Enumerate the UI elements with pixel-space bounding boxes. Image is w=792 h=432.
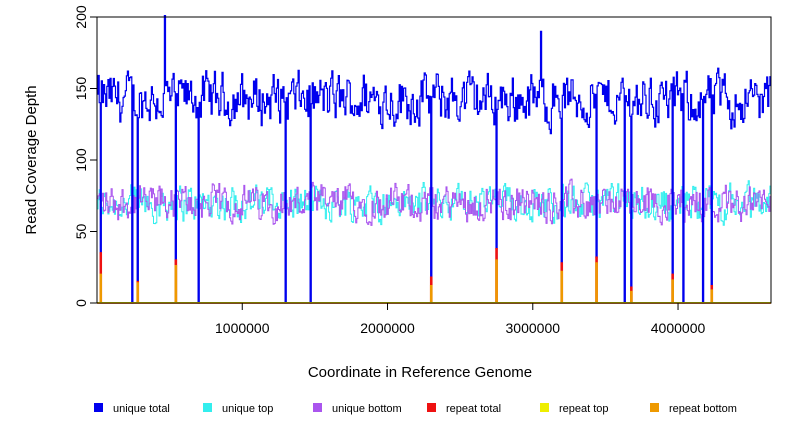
series-layer: [97, 15, 771, 304]
legend-swatch: [650, 403, 659, 412]
legend-swatch: [313, 403, 322, 412]
y-tick-label: 50: [73, 224, 89, 240]
x-tick-label: 1000000: [215, 320, 270, 336]
legend-label: repeat bottom: [669, 403, 737, 415]
x-tick-label: 2000000: [360, 320, 415, 336]
series-unique-bottom: [97, 178, 771, 304]
y-tick-label: 200: [73, 5, 89, 29]
legend-label: repeat total: [446, 403, 501, 415]
series-unique-total: [97, 15, 771, 304]
plot-frame: [96, 16, 772, 304]
y-axis-label: Read Coverage Depth: [23, 85, 40, 234]
legend-label: unique top: [222, 403, 273, 415]
x-axis-label: Coordinate in Reference Genome: [308, 364, 532, 381]
legend-label: unique total: [113, 403, 170, 415]
legend-label: repeat top: [559, 403, 609, 415]
y-tick-label: 100: [73, 148, 89, 172]
legend: unique total unique top unique bottom repea…: [94, 403, 737, 415]
x-tick-label: 4000000: [651, 320, 706, 336]
y-tick-label: 150: [73, 77, 89, 101]
axes-layer: 0 50 100 150 200 1000000 2000000 3000000 4000000: [73, 5, 705, 336]
x-tick-label: 3000000: [506, 320, 561, 336]
legend-swatch: [203, 403, 212, 412]
legend-swatch: [427, 403, 436, 412]
y-tick-label: 0: [73, 299, 89, 307]
legend-label: unique bottom: [332, 403, 402, 415]
legend-swatch: [94, 403, 103, 412]
legend-swatch: [540, 403, 549, 412]
